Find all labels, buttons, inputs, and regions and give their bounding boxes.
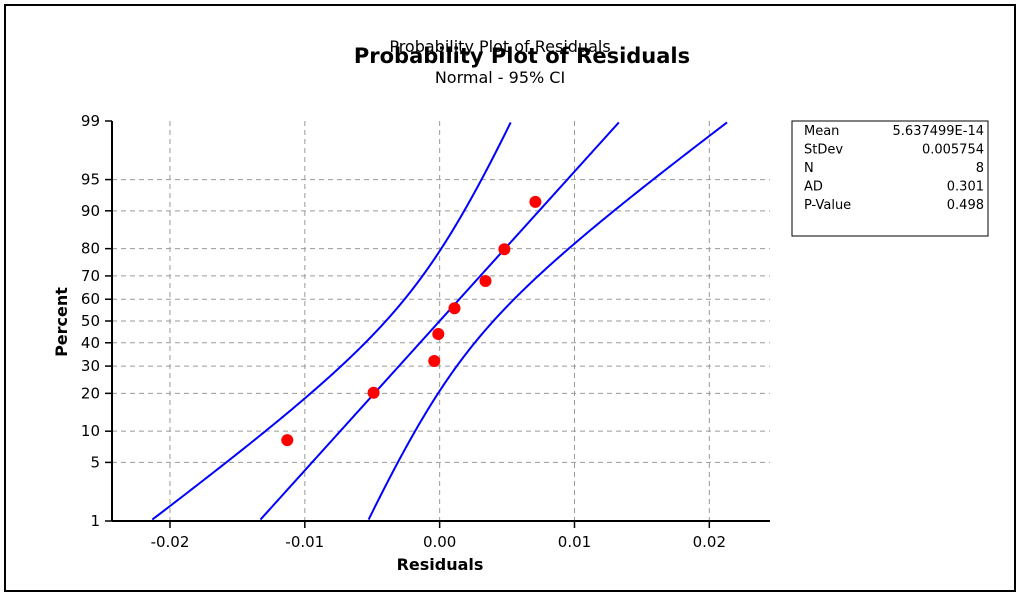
y-tick-label: 20 (81, 384, 100, 402)
data-point (281, 434, 294, 447)
data-point (448, 302, 461, 315)
stat-value: 5.637499E-14 (893, 124, 984, 139)
x-tick-label: -0.01 (285, 533, 324, 551)
ci-lower-line (151, 121, 512, 521)
stat-value: 0.005754 (922, 143, 984, 158)
stat-value: 8 (976, 161, 984, 176)
y-tick-label: 90 (81, 202, 100, 220)
y-tick-label: 50 (81, 312, 100, 330)
y-tick-label: 10 (81, 422, 100, 440)
stat-label: AD (804, 180, 823, 195)
data-point (367, 386, 380, 399)
confidence-interval-lines (151, 121, 728, 521)
stat-label: Mean (804, 124, 839, 139)
y-tick-label: 95 (81, 171, 100, 189)
stats-box: Mean 5.637499E-14 StDev 0.005754 N 8 AD 0.301 P-… (791, 120, 989, 237)
y-tick-label: 40 (81, 334, 100, 352)
plot-axes (105, 120, 770, 528)
data-point (498, 243, 511, 256)
tick-labels: -0.02 -0.01 0.00 0.01 0.02 1 5 10 20 30 40 50 60 70 80… (81, 112, 726, 551)
fit-line (259, 121, 620, 521)
data-points (281, 195, 542, 447)
x-tick-label: -0.02 (151, 533, 190, 551)
stat-label: StDev (804, 143, 843, 158)
y-tick-label: 99 (81, 112, 100, 130)
stat-label: N (804, 161, 814, 176)
y-tick-label: 60 (81, 290, 100, 308)
data-point (479, 275, 492, 288)
x-tick-label: 0.00 (423, 533, 456, 551)
y-tick-label: 80 (81, 240, 100, 258)
chart-title-bold: Probability Plot of Residuals (354, 44, 690, 68)
stat-value: 0.301 (947, 180, 984, 195)
y-tick-label: 5 (90, 453, 100, 471)
x-tick-label: 0.02 (693, 533, 726, 551)
y-tick-label: 1 (90, 512, 100, 530)
stat-value: 0.498 (947, 198, 984, 213)
chart-title: Probability Plot of Residuals (389, 37, 610, 56)
ci-upper-line (367, 121, 728, 521)
y-tick-label: 70 (81, 267, 100, 285)
x-axis-label: Residuals (397, 555, 484, 574)
x-tick-label: 0.01 (558, 533, 591, 551)
data-point (432, 327, 445, 340)
data-point (529, 195, 542, 208)
y-tick-label: 30 (81, 357, 100, 375)
data-point (428, 354, 441, 367)
chart-subtitle: Normal - 95% CI (435, 68, 565, 87)
stat-label: P-Value (804, 198, 851, 213)
y-axis-label: Percent (52, 287, 71, 357)
